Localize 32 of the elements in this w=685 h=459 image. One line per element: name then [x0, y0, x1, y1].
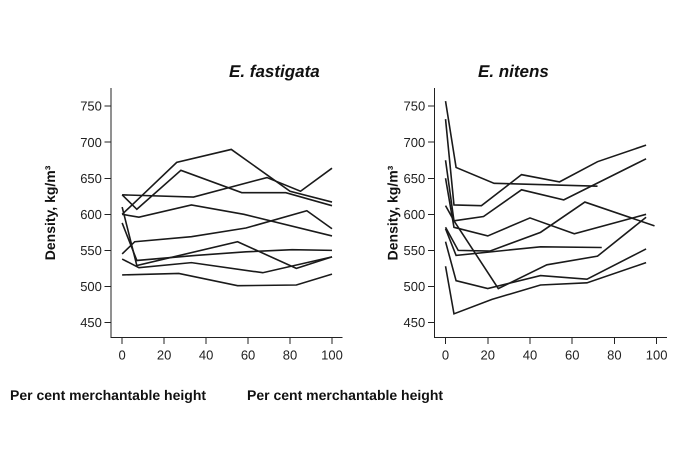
x-axis-title: Per cent merchantable height — [247, 387, 444, 403]
y-tick-label: 700 — [80, 134, 102, 150]
x-tick-label: 100 — [321, 348, 343, 363]
y-axis-title: Density, kg/m³ — [384, 165, 400, 260]
x-tick-label: 60 — [564, 348, 580, 363]
y-tick-label: 750 — [404, 98, 426, 114]
y-tick-label: 750 — [80, 98, 102, 114]
y-tick-label: 650 — [404, 170, 426, 186]
y-tick-label: 600 — [80, 206, 102, 222]
y-tick-label: 550 — [80, 242, 102, 258]
y-tick-label: 450 — [80, 315, 102, 330]
x-tick-label: 0 — [118, 348, 126, 363]
x-tick-label: 80 — [607, 348, 622, 363]
x-tick-label: 40 — [198, 348, 214, 363]
x-tick-label: 100 — [646, 348, 668, 363]
chart-title: E. fastigata — [229, 62, 320, 81]
x-tick-label: 20 — [156, 348, 172, 363]
y-tick-label: 600 — [404, 206, 426, 222]
y-axis-title: Density, kg/m³ — [42, 165, 58, 260]
x-tick-label: 40 — [522, 348, 538, 363]
y-tick-label: 500 — [80, 278, 102, 294]
x-tick-label: 20 — [480, 348, 495, 363]
x-tick-label: 0 — [442, 348, 450, 363]
y-tick-label: 550 — [404, 242, 426, 258]
chart-title: E. nitens — [478, 62, 549, 81]
y-tick-label: 450 — [404, 315, 426, 330]
y-tick-label: 500 — [404, 278, 426, 294]
x-tick-label: 60 — [240, 348, 256, 363]
y-tick-label: 700 — [404, 134, 426, 150]
x-tick-label: 80 — [282, 348, 298, 363]
y-tick-label: 650 — [80, 170, 102, 186]
x-axis-title: Per cent merchantable height — [10, 387, 206, 403]
